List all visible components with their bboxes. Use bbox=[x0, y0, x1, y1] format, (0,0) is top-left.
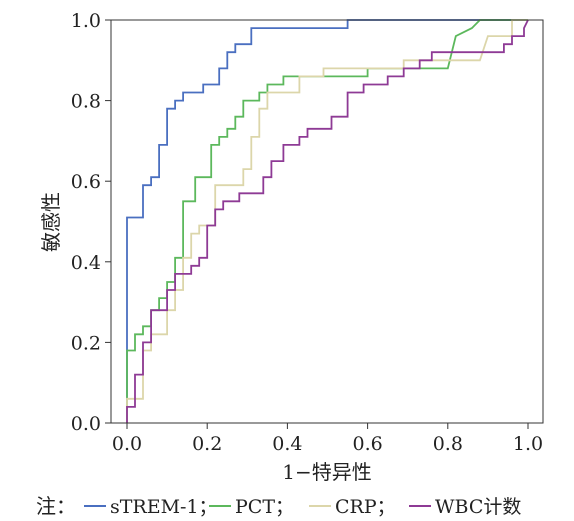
x-tick-label: 0.0 bbox=[112, 433, 142, 455]
plot-frame bbox=[110, 19, 544, 424]
x-tick-label: 0.4 bbox=[272, 433, 302, 455]
legend-label: PCT； bbox=[235, 496, 294, 518]
x-tick-label: 0.6 bbox=[352, 433, 382, 455]
y-tick-label: 0.2 bbox=[71, 332, 101, 354]
y-tick-label: 1.0 bbox=[71, 10, 101, 32]
x-tick-label: 0.8 bbox=[433, 433, 463, 455]
x-tick-label: 1.0 bbox=[513, 433, 543, 455]
y-axis-label: 敏感性 bbox=[39, 192, 63, 252]
legend-label: sTREM-1； bbox=[110, 496, 218, 518]
y-tick-label: 0.4 bbox=[71, 252, 101, 274]
y-tick-label: 0.8 bbox=[71, 91, 101, 113]
y-tick-label: 0.0 bbox=[71, 413, 101, 435]
legend-label: CRP； bbox=[335, 496, 396, 518]
ticks-layer: 0.0 0.2 0.4 0.6 0.8 1.0 0.0 0.2 0.4 0.6 0.8 1.0 bbox=[71, 10, 543, 455]
x-tick-label: 0.2 bbox=[192, 433, 222, 455]
series-line-strem-1 bbox=[126, 19, 528, 423]
x-axis-label: 1−特异性 bbox=[282, 460, 371, 484]
y-tick-label: 0.6 bbox=[71, 171, 101, 193]
legend-note: 注： sTREM-1； PCT； CRP； WBC计数 bbox=[36, 494, 521, 518]
series-layer bbox=[126, 19, 529, 423]
series-line-crp bbox=[126, 19, 528, 423]
series-line-wbc- bbox=[126, 19, 529, 423]
series-line-pct bbox=[126, 19, 528, 423]
legend-label: WBC计数 bbox=[435, 496, 521, 518]
note-prefix: 注： bbox=[36, 494, 76, 518]
